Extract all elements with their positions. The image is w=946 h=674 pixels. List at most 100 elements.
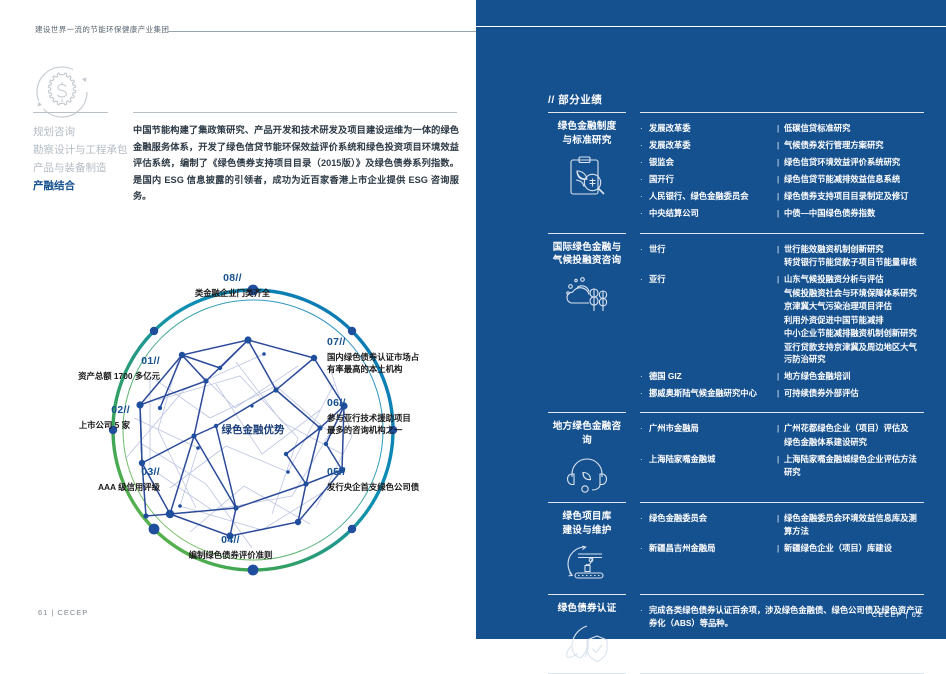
bullet-icon: · bbox=[640, 141, 643, 151]
item-separator: | bbox=[777, 243, 780, 254]
item-description: 广州花都绿色企业（项目）评估及 绿色金融体系建设研究 bbox=[784, 422, 924, 449]
performance-item: · 亚行 | 山东气候投融资分析与评估 气候投融资社会与环境保障体系研究 京津冀大气污染治… bbox=[640, 273, 924, 367]
section-divider bbox=[548, 232, 924, 234]
item-description: 中债—中国绿色债券指数 bbox=[784, 207, 924, 221]
performance-item: · 德国 GIZ | 地方绿色金融培训 bbox=[640, 370, 924, 384]
item-organization: 人民银行、绿色金融委员会 bbox=[649, 191, 749, 202]
item-description-line: 利用外资促进中国节能减排 bbox=[784, 314, 884, 325]
body-paragraph: 中国节能构建了集政策研究、产品开发和技术研发及项目建设运维为一体的绿色金融服务体… bbox=[133, 125, 459, 201]
diagram-label-05-text: 发行央企首支绿色公司债 bbox=[327, 481, 420, 492]
gear-dollar-icon bbox=[33, 63, 91, 121]
section-category: 绿色项目库 建设与维护 bbox=[548, 510, 626, 586]
bullet-icon: · bbox=[640, 424, 643, 434]
item-organization: 世行 bbox=[649, 243, 666, 254]
running-head: 建设世界一流的节能环保健康产业集团 bbox=[35, 25, 170, 34]
item-description-line: 绿色债券支持项目目录制定及修订 bbox=[784, 191, 909, 202]
item-description-line: 上海陆家嘴金融城绿色企业评估方法研究 bbox=[784, 454, 917, 477]
bullet-icon: · bbox=[640, 158, 643, 168]
diagram-label-07: 07// 国内绿色债券认证市场占 有率最高的本土机构 bbox=[327, 336, 420, 375]
item-description-line: 绿色金融委员会环境效益信息库及测算方法 bbox=[784, 513, 917, 536]
item-organization: 德国 GIZ bbox=[649, 371, 682, 382]
performance-item: · 广州市金融局 | 广州花都绿色企业（项目）评估及 绿色金融体系建设研究 bbox=[640, 422, 924, 449]
item-description: 绿色信贷节能减排效益信息系统 bbox=[784, 173, 924, 187]
nav-item-planning[interactable]: 规划咨询 bbox=[33, 126, 75, 138]
item-organization: 绿色金融委员会 bbox=[649, 513, 708, 524]
performance-item: · 世行 | 世行能效融资机制创新研究 转贷银行节能贷款子项目节能量审核 bbox=[640, 243, 924, 270]
section-category-title: 绿色债券认证 bbox=[557, 603, 617, 615]
performance-item: · 人民银行、绿色金融委员会 | 绿色债券支持项目目录制定及修订 bbox=[640, 190, 924, 204]
section-items: · 完成各类绿色债券认证百余项，涉及绿色金融债、绿色公司债及绿色资产证券化（ABS… bbox=[626, 602, 924, 665]
performance-item: · 新疆昌吉州金融局 | 新疆绿色企业（项目）库建设 bbox=[640, 542, 924, 556]
nav-item-finance[interactable]: 产融结合 bbox=[33, 180, 75, 192]
item-description-line: 可持续债券外部评估 bbox=[784, 388, 859, 399]
item-separator: | bbox=[777, 174, 780, 185]
section-items: · 发展改革委 | 低碳信贷标准研究 · 发展改革委 | 气候债券发行管理方案研究 · 银监会 | 绿… bbox=[626, 120, 924, 225]
item-separator: | bbox=[777, 274, 780, 285]
diagram-label-05: 05// 发行央企首支绿色公司债 bbox=[327, 466, 420, 492]
diagram-label-06: 06// 参与亚行技术援助项目 最多的咨询机构之一 bbox=[327, 397, 411, 435]
performance-section: 绿色项目库 建设与维护 · 绿色金融委员会 | 绿色金融委员会环境效益信息库及测算方法 ·… bbox=[548, 502, 924, 594]
bullet-icon: · bbox=[640, 544, 643, 554]
item-separator: | bbox=[777, 208, 780, 219]
item-description-line: 广州花都绿色企业（项目）评估及 bbox=[784, 423, 909, 434]
diagram-label-08: 08// 类金融企业门类齐全 bbox=[194, 272, 271, 298]
item-description: 地方绿色金融培训 bbox=[784, 370, 924, 384]
diagram-label-01: 01// 资产总额 1700 多亿元 bbox=[78, 355, 160, 381]
item-description: 绿色信贷环境效益评价系统研究 bbox=[784, 156, 924, 170]
item-description-line: 绿色信贷环境效益评价系统研究 bbox=[784, 157, 901, 168]
diagram-label-02-text: 上市公司 5 家 bbox=[78, 419, 130, 430]
section-items: · 绿色金融委员会 | 绿色金融委员会环境效益信息库及测算方法 · 新疆昌吉州金融局 | 新疆… bbox=[626, 510, 924, 586]
clipboard-leaf-magnifier-icon bbox=[548, 154, 626, 200]
item-organization: 新疆昌吉州金融局 bbox=[649, 543, 716, 554]
item-separator: | bbox=[777, 140, 780, 151]
performance-item: · 挪威奥斯陆气候金融研究中心 | 可持续债券外部评估 bbox=[640, 387, 924, 401]
performance-item: · 银监会 | 绿色信贷环境效益评价系统研究 bbox=[640, 156, 924, 170]
performance-section: 绿色金融制度 与标准研究 · 发展改革委 | 低碳信贷标准研究 · 发展改革委 | 气候债券发行… bbox=[548, 112, 924, 233]
item-separator: | bbox=[777, 543, 780, 554]
item-separator: | bbox=[777, 423, 780, 434]
item-description: 完成各类绿色债券认证百余项，涉及绿色金融债、绿色公司债及绿色资产证券化（ABS）… bbox=[649, 605, 923, 628]
nav-item-manufacturing[interactable]: 产品与装备制造 bbox=[33, 162, 107, 174]
item-organization: 国开行 bbox=[649, 174, 674, 185]
diagram-label-07-text: 国内绿色债券认证市场占 有率最高的本土机构 bbox=[327, 351, 420, 375]
left-page: 建设世界一流的节能环保健康产业集团 规划咨询 勘察设计与工程承包 产品与装备制造… bbox=[0, 0, 476, 639]
performance-section: 绿色债券认证 · 完成各类绿色债券认证百余项，涉及绿色金融债、绿色公司债及绿色资产… bbox=[548, 594, 924, 673]
item-description-line: 世行能效融资机制创新研究 bbox=[784, 243, 884, 254]
bullet-icon: · bbox=[640, 372, 643, 382]
right-page-footer: CECEP | 62 bbox=[871, 610, 922, 619]
running-head-rule bbox=[168, 31, 476, 32]
bullet-icon: · bbox=[640, 275, 643, 285]
robot-arm-conveyor-icon bbox=[548, 544, 626, 586]
section-category: 绿色债券认证 bbox=[548, 602, 626, 665]
item-description-line: 气候债券发行管理方案研究 bbox=[784, 140, 884, 151]
item-description-line: 亚行贷款支持京津冀及周边地区大气污防治研究 bbox=[784, 341, 917, 365]
body-divider bbox=[133, 112, 457, 113]
performance-sections: 绿色金融制度 与标准研究 · 发展改革委 | 低碳信贷标准研究 · 发展改革委 | 气候债券发行… bbox=[548, 112, 924, 674]
bullet-icon: · bbox=[640, 389, 643, 399]
bullet-icon: · bbox=[640, 606, 643, 616]
item-organization: 发展改革委 bbox=[649, 140, 691, 151]
item-description: 山东气候投融资分析与评估 气候投融资社会与环境保障体系研究 京津冀大气污染治理项目评… bbox=[784, 273, 924, 367]
bullet-icon: · bbox=[640, 175, 643, 185]
nav-item-survey[interactable]: 勘察设计与工程承包 bbox=[33, 144, 128, 156]
item-separator: | bbox=[777, 454, 780, 465]
performance-item: · 上海陆家嘴金融城 | 上海陆家嘴金融城绿色企业评估方法研究 bbox=[640, 453, 924, 479]
left-page-footer: 61 | CECEP bbox=[38, 608, 89, 617]
item-organization: 广州市金融局 bbox=[649, 423, 699, 434]
item-separator: | bbox=[777, 157, 780, 168]
headset-leaf-icon bbox=[548, 454, 626, 494]
item-description: 上海陆家嘴金融城绿色企业评估方法研究 bbox=[784, 453, 924, 479]
item-description-line: 地方绿色金融培训 bbox=[784, 371, 851, 382]
diagram-label-02: 02// 上市公司 5 家 bbox=[78, 404, 130, 430]
item-description-line: 低碳信贷标准研究 bbox=[784, 123, 851, 133]
diagram-center-label: 绿色金融优势 bbox=[221, 424, 285, 436]
performance-section: 国际绿色金融与 气候投融资咨询 · 世行 | 世行能效融资机制创新研究 转贷银行节能贷款子… bbox=[548, 232, 924, 413]
item-description-line: 中债—中国绿色债券指数 bbox=[784, 208, 876, 219]
item-description: 绿色债券支持项目目录制定及修订 bbox=[784, 190, 924, 204]
item-description: 世行能效融资机制创新研究转贷银行节能贷款子项目节能量审核 bbox=[784, 243, 924, 270]
item-description-line: 山东气候投融资分析与评估 bbox=[784, 274, 884, 285]
item-description-line: 转贷银行节能贷款子项目节能量审核 bbox=[784, 257, 917, 268]
item-organization: 中央结算公司 bbox=[649, 208, 699, 219]
diagram-label-04: 04// 编制绿色债券评价准则 bbox=[188, 534, 273, 560]
